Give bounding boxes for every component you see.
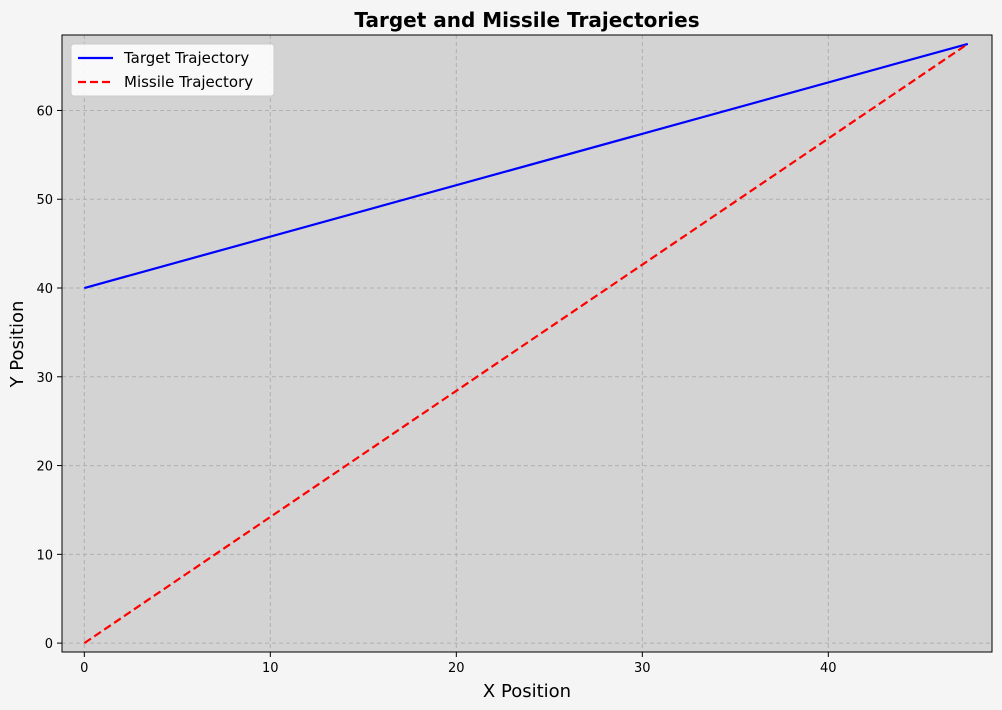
x-tick-label: 30 [634, 661, 651, 676]
series-line-0 [84, 42, 969, 290]
x-tick-label: 20 [448, 661, 465, 676]
chart-title: Target and Missile Trajectories [354, 8, 699, 32]
y-tick-label: 20 [36, 460, 53, 475]
x-tick-label: 0 [80, 661, 88, 676]
y-axis-label: Y Position [7, 301, 28, 389]
legend-label-0: Target Trajectory [123, 49, 249, 67]
x-tick-label: 10 [262, 661, 279, 676]
y-tick-label: 30 [36, 371, 53, 386]
plot-frame [61, 34, 993, 653]
y-tick-label: 40 [36, 282, 53, 297]
legend-label-1: Missile Trajectory [124, 73, 253, 91]
x-axis-label: X Position [483, 681, 571, 702]
x-tick-label: 40 [820, 661, 837, 676]
y-tick-label: 10 [36, 548, 53, 563]
y-tick-label: 0 [45, 637, 53, 652]
series-layer [83, 42, 969, 645]
ticks: 0 10 20 30 40 0 10 20 30 40 50 60 [36, 104, 836, 676]
y-tick-label: 60 [36, 104, 53, 119]
legend-box [70, 43, 275, 97]
y-tick-label: 50 [36, 193, 53, 208]
legend: Target Trajectory Missile Trajectory [70, 43, 275, 97]
series-line-1 [83, 42, 969, 645]
